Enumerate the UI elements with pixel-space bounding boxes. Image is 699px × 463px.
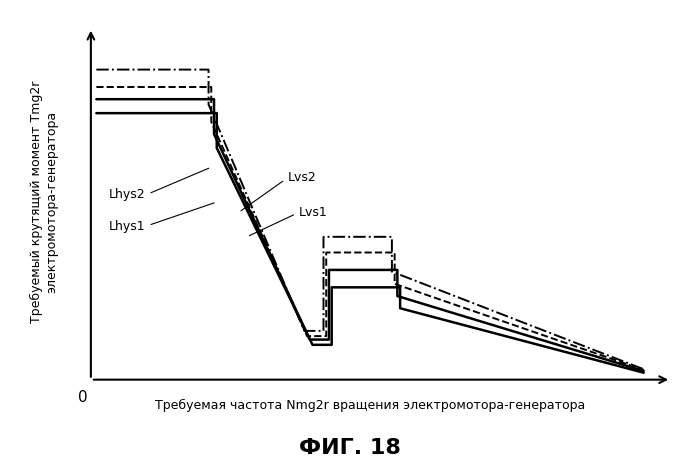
- Text: Lvs2: Lvs2: [241, 171, 317, 211]
- Text: 0: 0: [78, 390, 87, 405]
- Text: Lhys1: Lhys1: [109, 203, 214, 233]
- Text: ФИГ. 18: ФИГ. 18: [298, 438, 401, 458]
- Text: Требуемый крутящий момент Tmg2r
электромотора-генератора: Требуемый крутящий момент Tmg2r электром…: [30, 81, 59, 323]
- Text: Требуемая частота Nmg2r вращения электромотора-генератора: Требуемая частота Nmg2r вращения электро…: [155, 399, 585, 412]
- Text: Lvs1: Lvs1: [250, 206, 328, 236]
- Text: Lhys2: Lhys2: [109, 168, 209, 201]
